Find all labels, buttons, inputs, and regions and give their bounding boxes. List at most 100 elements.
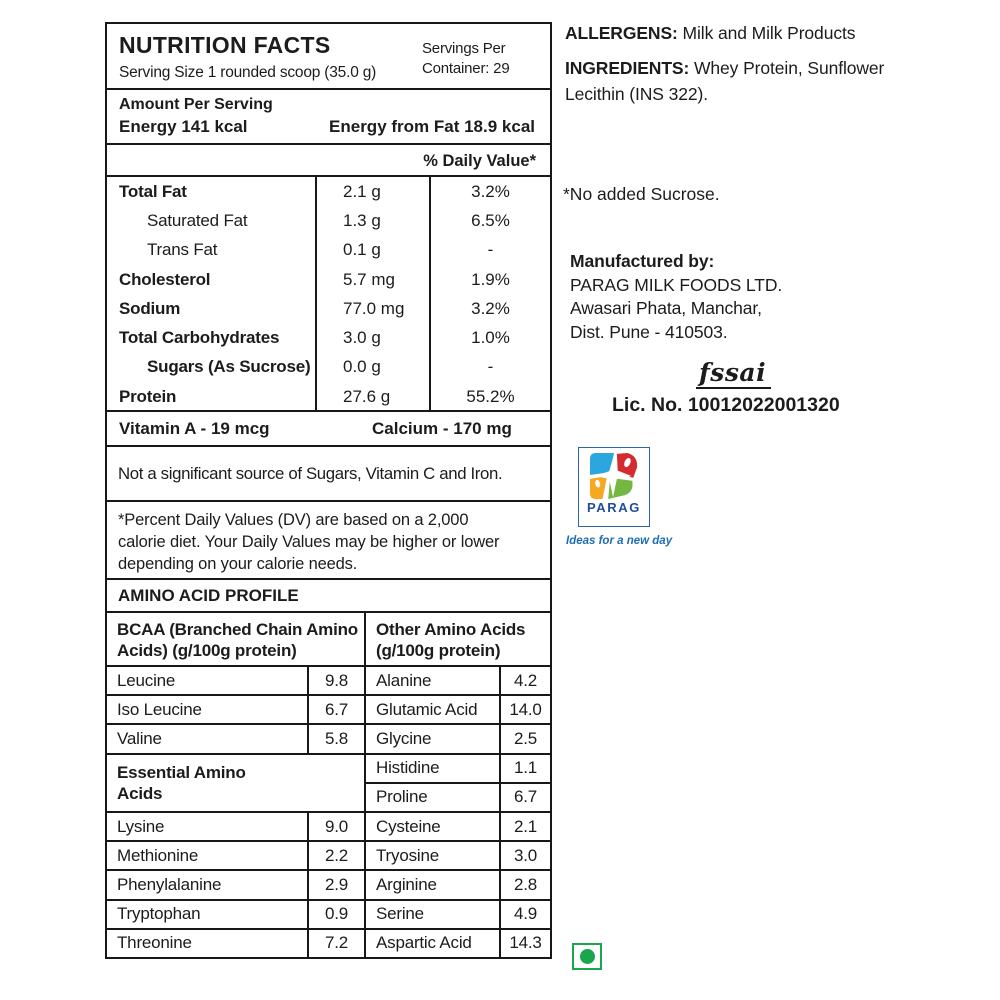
ingredients-block: INGREDIENTS: Whey Protein, Sunflower Lec… <box>565 55 884 107</box>
manufacturer-name: PARAG MILK FOODS LTD. <box>570 274 783 295</box>
amino-value: 6.7 <box>499 781 550 811</box>
amino-name: Leucine <box>107 665 307 694</box>
serving-size: Serving Size 1 rounded scoop (35.0 g) <box>119 64 377 81</box>
amino-value: 14.0 <box>499 694 550 724</box>
manufacturer-address-line1: Awasari Phata, Manchar, <box>570 298 762 318</box>
nutrient-label: Trans Fat <box>147 240 218 260</box>
nutrient-amount: 0.0 g <box>315 352 429 383</box>
amino-value: 2.2 <box>307 840 364 870</box>
fssai-license-number: Lic. No. 10012022001320 <box>612 394 840 416</box>
amino-value: 14.3 <box>499 927 550 957</box>
amino-name: Alanine <box>364 665 499 695</box>
ingredients-text-line2: Lecithin (INS 322). <box>565 84 709 104</box>
amino-name: Histidine <box>364 752 499 782</box>
amino-acid-table: BCAA (Branched Chain Amino Acids) (g/100… <box>107 613 550 957</box>
nutrition-facts-panel: NUTRITION FACTS Serving Size 1 rounded s… <box>105 22 552 959</box>
nutrient-label: Saturated Fat <box>147 210 248 230</box>
other-amino-header: Other Amino Acids (g/100g protein) <box>364 613 550 665</box>
allergens-label: ALLERGENS: <box>565 23 678 43</box>
nutrient-label: Total Fat <box>119 181 187 201</box>
parag-logo-icon <box>590 452 638 500</box>
amino-name: Cysteine <box>364 810 499 841</box>
manufacturer-block: Manufactured by: PARAG MILK FOODS LTD. A… <box>570 250 782 344</box>
nutrient-dv: 6.5% <box>429 206 550 236</box>
nutrient-amount: 77.0 mg <box>315 294 429 324</box>
calcium-value: Calcium - 170 mg <box>372 418 512 438</box>
vegetarian-mark-icon <box>572 943 602 970</box>
amino-name: Tryptophan <box>107 898 307 928</box>
nutrient-label: Total Carbohydrates <box>119 328 280 348</box>
amino-value: 4.9 <box>499 898 550 928</box>
vitamins-row: Vitamin A - 19 mcg Calcium - 170 mg <box>107 412 550 447</box>
nutrient-dv: - <box>429 352 550 383</box>
vitamin-a-value: Vitamin A - 19 mcg <box>119 418 270 438</box>
amino-name: Aspartic Acid <box>364 927 499 957</box>
amino-name: Arginine <box>364 869 499 899</box>
nutrient-label: Protein <box>119 386 177 406</box>
nutrients-table: Total Fat 2.1 g 3.2% Saturated Fat 1.3 g… <box>107 177 550 412</box>
amino-value: 9.0 <box>307 810 364 841</box>
amino-value: 4.2 <box>499 665 550 695</box>
manufacturer-address-line2: Dist. Pune - 410503. <box>570 321 728 342</box>
allergens-text: Milk and Milk Products <box>682 23 856 43</box>
servings-per-container: Servings Per Container: 29 <box>422 40 510 77</box>
daily-value-header: % Daily Value* <box>107 145 550 177</box>
amino-value: 2.9 <box>307 869 364 899</box>
fssai-logo: fssai <box>696 358 772 389</box>
amino-name: Methionine <box>107 840 307 869</box>
amino-name: Tryosine <box>364 840 499 870</box>
energy-value: Energy 141 kcal <box>119 117 248 136</box>
amino-name: Serine <box>364 898 499 928</box>
amino-value: 0.9 <box>307 898 364 928</box>
amino-name: Glycine <box>364 723 499 753</box>
parag-logo: PARAG <box>578 447 650 527</box>
vegetarian-dot <box>579 949 595 964</box>
amino-value: 3.0 <box>499 840 550 870</box>
nutrient-dv: 1.0% <box>429 323 550 353</box>
amino-value: 1.1 <box>499 752 550 782</box>
bcaa-header: BCAA (Branched Chain Amino Acids) (g/100… <box>117 620 358 660</box>
amino-name: Threonine <box>107 927 307 957</box>
amino-value: 2.5 <box>499 723 550 753</box>
amino-acid-profile-title: AMINO ACID PROFILE <box>107 580 550 613</box>
amino-value: 2.1 <box>499 810 550 841</box>
nutrient-dv: 1.9% <box>429 264 550 295</box>
nutrient-label: Cholesterol <box>119 269 211 289</box>
nutrient-dv: 3.2% <box>429 294 550 324</box>
amino-name: Phenylalanine <box>107 869 307 898</box>
essential-amino-header: Essential Amino Acids <box>107 752 364 811</box>
daily-value-footnote: *Percent Daily Values (DV) are based on … <box>107 502 550 580</box>
amino-value: 7.2 <box>307 927 364 957</box>
amino-name: Proline <box>364 781 499 811</box>
nutrient-dv: - <box>429 235 550 265</box>
amino-name: Lysine <box>107 810 307 840</box>
manufactured-by-label: Manufactured by: <box>570 251 715 271</box>
amount-per-serving-label: Amount Per Serving <box>119 96 273 113</box>
energy-from-fat-value: Energy from Fat 18.9 kcal <box>329 117 535 136</box>
ingredients-text: Whey Protein, Sunflower <box>694 58 885 78</box>
amount-per-serving-section: Amount Per Serving Energy 141 kcal Energ… <box>107 90 550 145</box>
ingredients-label: INGREDIENTS: <box>565 58 690 78</box>
nutrient-amount: 5.7 mg <box>315 264 429 295</box>
allergens-line: ALLERGENS: Milk and Milk Products <box>565 23 855 44</box>
nutrient-amount: 1.3 g <box>315 206 429 236</box>
nutrient-dv: 3.2% <box>429 177 550 207</box>
parag-brand-name: PARAG <box>587 500 641 515</box>
nutrient-dv: 55.2% <box>429 382 550 410</box>
amino-value: 2.8 <box>499 869 550 899</box>
nutrient-label: Sugars (As Sucrose) <box>147 357 311 377</box>
amino-value: 5.8 <box>307 723 364 753</box>
amino-name: Valine <box>107 723 307 752</box>
nutrient-amount: 27.6 g <box>315 382 429 410</box>
nutrition-title: NUTRITION FACTS <box>119 32 331 58</box>
amino-name: Glutamic Acid <box>364 694 499 724</box>
not-significant-note: Not a significant source of Sugars, Vita… <box>107 447 550 502</box>
nutrient-amount: 3.0 g <box>315 323 429 353</box>
nutrient-amount: 2.1 g <box>315 177 429 207</box>
nutrient-label: Sodium <box>119 298 181 318</box>
parag-tagline: Ideas for a new day <box>566 535 673 547</box>
amino-value: 6.7 <box>307 694 364 724</box>
nutrient-amount: 0.1 g <box>315 235 429 265</box>
nutrition-header: NUTRITION FACTS Serving Size 1 rounded s… <box>107 24 550 90</box>
amino-name: Iso Leucine <box>107 694 307 723</box>
